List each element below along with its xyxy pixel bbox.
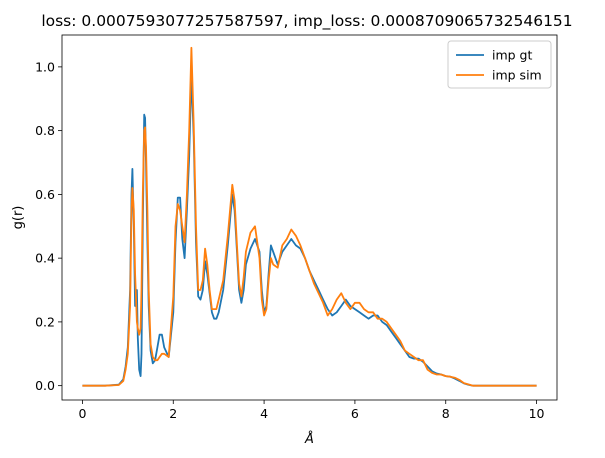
series-layer (82, 46, 537, 387)
legend: imp gt imp sim (447, 40, 552, 89)
y-tick-label: 1.0 (35, 59, 55, 74)
chart-title: loss: 0.0007593077257587597, imp_loss: 0… (41, 12, 572, 31)
x-tick-label: 6 (351, 406, 359, 421)
series-line-imp-sim (82, 46, 537, 387)
axis-layer: 0 2 4 6 8 10 0.0 0.2 0.4 0.6 0.8 1.0 (35, 34, 558, 421)
y-axis-label: g(r) (11, 206, 26, 230)
x-tick-label: 10 (529, 406, 545, 421)
legend-label-imp-gt: imp gt (492, 48, 532, 63)
legend-label-imp-sim: imp sim (492, 68, 542, 83)
y-tick-label: 0.2 (35, 314, 55, 329)
y-tick-label: 0.0 (35, 378, 55, 393)
plot-area (62, 35, 557, 400)
y-tick-label: 0.4 (35, 251, 55, 266)
x-tick-label: 8 (442, 406, 450, 421)
x-tick-label: 4 (260, 406, 268, 421)
legend-box (447, 40, 552, 89)
plot-frame (61, 34, 558, 401)
x-tick-label: 0 (78, 406, 86, 421)
x-tick-label: 2 (169, 406, 177, 421)
x-axis-label: Å (304, 431, 314, 447)
y-tick-label: 0.8 (35, 123, 55, 138)
y-tick-label: 0.6 (35, 187, 55, 202)
